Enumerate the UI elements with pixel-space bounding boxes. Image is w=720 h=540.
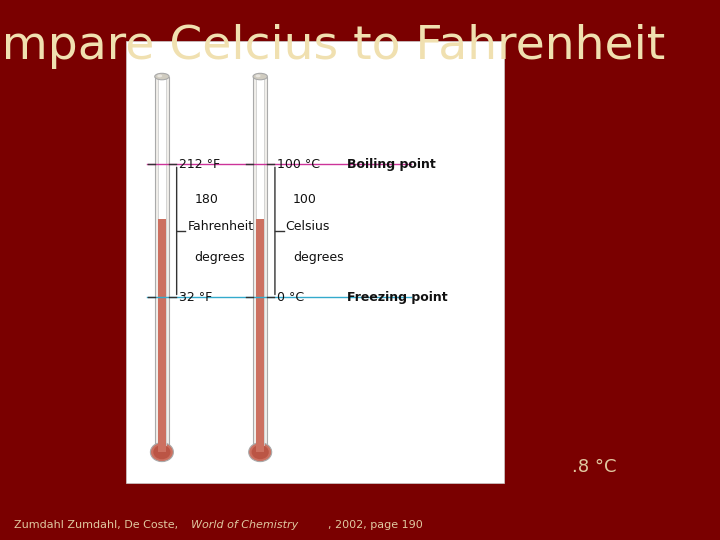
Bar: [155, 77, 169, 452]
Ellipse shape: [150, 443, 174, 462]
Text: 212 °F: 212 °F: [179, 158, 220, 171]
Bar: [158, 219, 166, 452]
Ellipse shape: [157, 75, 162, 77]
Text: 180: 180: [194, 193, 219, 206]
Ellipse shape: [153, 445, 171, 459]
Bar: [253, 77, 267, 452]
Bar: [256, 77, 264, 452]
Text: 0 °C: 0 °C: [276, 291, 304, 304]
Text: Fahrenheit: Fahrenheit: [187, 220, 253, 233]
Ellipse shape: [256, 75, 261, 77]
Ellipse shape: [253, 73, 267, 80]
Text: Boiling point: Boiling point: [347, 158, 436, 171]
Text: 100 °C: 100 °C: [276, 158, 320, 171]
Text: Freezing point: Freezing point: [347, 291, 447, 304]
Text: World of Chemistry: World of Chemistry: [191, 520, 298, 530]
Text: Compare Celcius to Fahrenheit: Compare Celcius to Fahrenheit: [0, 24, 665, 69]
Text: degrees: degrees: [293, 251, 343, 264]
Text: .8 °C: .8 °C: [572, 458, 617, 476]
Text: degrees: degrees: [194, 251, 246, 264]
Text: 32 °F: 32 °F: [179, 291, 212, 304]
Bar: [256, 219, 264, 452]
Ellipse shape: [251, 445, 269, 459]
Text: Zumdahl Zumdahl, De Coste,: Zumdahl Zumdahl, De Coste,: [14, 520, 182, 530]
Text: , 2002, page 190: , 2002, page 190: [328, 520, 423, 530]
Text: 100: 100: [293, 193, 317, 206]
Text: Celsius: Celsius: [286, 220, 330, 233]
Ellipse shape: [248, 443, 271, 462]
Bar: [158, 77, 166, 452]
Ellipse shape: [155, 73, 169, 80]
Bar: [126, 40, 504, 483]
